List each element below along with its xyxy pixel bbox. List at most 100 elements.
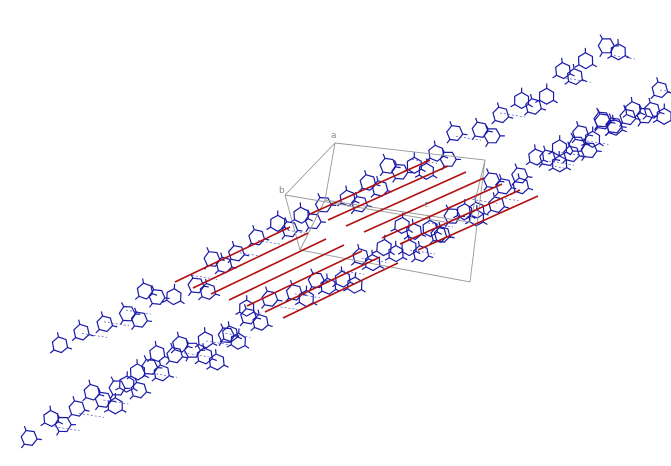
bond: [147, 321, 152, 322]
axis-label: a: [331, 131, 337, 141]
bond: [486, 143, 488, 147]
bond: [660, 112, 665, 113]
bond: [515, 164, 517, 168]
bond: [508, 117, 513, 118]
bond: [224, 365, 228, 367]
bond: [183, 357, 188, 358]
bond: [380, 266, 384, 268]
red-molecule: [211, 239, 326, 294]
bond: [346, 185, 347, 190]
bond: [600, 35, 602, 39]
bond: [391, 229, 395, 231]
bond: [245, 346, 249, 349]
bond: [306, 228, 309, 232]
bond: [50, 350, 54, 353]
bond: [219, 342, 222, 346]
contact: [103, 400, 128, 404]
bond: [152, 378, 156, 381]
bond: [528, 177, 533, 178]
bond: [492, 121, 495, 124]
ring: [69, 401, 85, 416]
bond: [355, 201, 359, 203]
bond: [609, 114, 611, 118]
ring: [380, 158, 396, 173]
bond: [144, 355, 146, 359]
bond: [541, 109, 546, 110]
bond: [236, 312, 240, 314]
bond: [278, 300, 283, 301]
bond: [67, 347, 72, 349]
bond: [146, 392, 151, 393]
bond: [577, 121, 578, 126]
bond: [318, 291, 322, 294]
bond: [266, 287, 268, 292]
bond: [544, 160, 548, 162]
bond: [393, 178, 396, 182]
bond: [488, 131, 493, 132]
bond: [398, 252, 402, 255]
bond: [361, 290, 365, 293]
bond: [215, 271, 218, 274]
bond: [365, 170, 366, 175]
bond: [553, 100, 557, 102]
bond: [511, 104, 515, 106]
red-molecule: [283, 263, 398, 318]
bond: [434, 141, 435, 146]
bond: [308, 219, 312, 221]
contact: [500, 113, 525, 117]
bond: [435, 222, 436, 227]
bond: [318, 193, 320, 197]
bond: [221, 324, 223, 328]
ring: [553, 156, 567, 172]
bond: [612, 115, 613, 120]
bond: [622, 130, 627, 132]
bond: [351, 210, 354, 214]
hydrogen-bonds: [54, 55, 671, 431]
bond: [68, 414, 71, 418]
bond: [484, 187, 487, 191]
ring: [429, 145, 444, 161]
bond: [453, 216, 457, 218]
bond: [493, 192, 494, 197]
bond: [531, 94, 532, 99]
bond: [89, 380, 90, 385]
ring: [108, 398, 122, 414]
bond: [188, 292, 191, 296]
bond: [133, 388, 137, 391]
ring: [305, 214, 321, 229]
bond: [122, 302, 124, 306]
bond: [518, 173, 519, 178]
bond: [372, 251, 376, 253]
bond: [130, 396, 133, 399]
bond: [95, 406, 98, 410]
bond: [295, 302, 299, 304]
bond: [37, 439, 42, 440]
bond: [653, 120, 657, 122]
ring: [167, 289, 181, 305]
bond: [311, 269, 313, 273]
bond: [638, 122, 641, 126]
ring: [579, 53, 593, 69]
bond: [57, 431, 59, 435]
bond: [244, 255, 249, 256]
bond: [476, 118, 478, 122]
bond: [526, 162, 530, 165]
bond: [623, 115, 627, 118]
bond: [111, 377, 113, 381]
bond: [362, 267, 366, 270]
ring: [657, 108, 671, 124]
bond: [567, 168, 571, 170]
bond: [145, 376, 149, 378]
bond: [572, 139, 575, 143]
bond: [649, 98, 650, 103]
bond: [421, 169, 425, 171]
bond: [668, 92, 671, 93]
bond: [198, 297, 202, 300]
bond: [593, 64, 597, 66]
bond: [327, 274, 328, 279]
bond: [483, 222, 487, 225]
bond: [267, 227, 271, 229]
ring: [253, 315, 268, 331]
bond: [437, 232, 441, 234]
bond: [499, 174, 501, 179]
